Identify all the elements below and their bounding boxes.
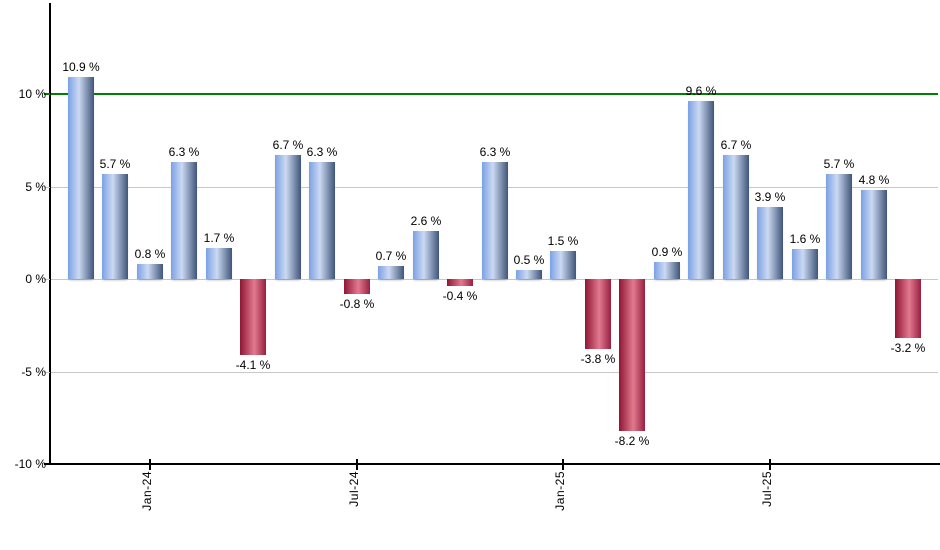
bar-value-label-16: -8.2 % [614, 434, 650, 448]
bar-24 [895, 279, 921, 338]
bar-4 [206, 248, 232, 279]
bar-17 [654, 262, 680, 279]
y-axis-line [49, 3, 51, 465]
bar-11 [447, 279, 473, 286]
bar-value-label-11: -0.4 % [442, 289, 478, 303]
bar-16 [619, 279, 645, 431]
bar-10 [413, 231, 439, 279]
y-axis-tick-10 [44, 93, 50, 95]
bar-22 [826, 174, 852, 279]
bar-value-label-21: 1.6 % [789, 232, 821, 246]
x-axis-label-Jul-25: Jul-25 [760, 471, 774, 507]
bar-value-label-0: 10.9 % [62, 60, 100, 74]
y-axis-tick-0 [44, 279, 50, 280]
bar-value-label-18: 9.6 % [685, 84, 717, 98]
bar-value-label-22: 5.7 % [823, 157, 855, 171]
x-axis-label-Jan-25: Jan-25 [553, 471, 567, 511]
bar-value-label-4: 1.7 % [203, 231, 235, 245]
gridline-0pct [50, 279, 938, 280]
gridline--5pct [50, 372, 938, 373]
bar-13 [516, 270, 542, 279]
bar-value-label-9: 0.7 % [375, 249, 407, 263]
x-axis-tick-Jul-24 [356, 459, 358, 470]
y-axis-label-10: 10 % [18, 87, 46, 101]
x-axis-tick-Jul-25 [769, 459, 771, 470]
bar-value-label-14: 1.5 % [547, 234, 579, 248]
bar-value-label-15: -3.8 % [580, 352, 616, 366]
bar-21 [792, 249, 818, 279]
bar-value-label-12: 6.3 % [479, 145, 511, 159]
bar-8 [344, 279, 370, 294]
bar-3 [171, 162, 197, 279]
bar-5 [240, 279, 266, 355]
y-axis-tick--5 [44, 372, 50, 373]
reference-line-10pct [50, 93, 938, 95]
bar-1 [102, 174, 128, 279]
bar-value-label-13: 0.5 % [513, 253, 545, 267]
bar-0 [68, 77, 94, 279]
bar-value-label-3: 6.3 % [168, 145, 200, 159]
x-axis-tick-Jan-25 [562, 459, 564, 470]
bar-6 [275, 155, 301, 279]
bar-12 [482, 162, 508, 279]
bar-value-label-19: 6.7 % [720, 138, 752, 152]
bar-value-label-6: 6.7 % [272, 138, 304, 152]
bar-value-label-8: -0.8 % [339, 297, 375, 311]
y-axis-label-0: 0 % [25, 272, 46, 286]
x-axis-label-Jul-24: Jul-24 [347, 471, 361, 507]
bar-18 [688, 101, 714, 279]
bar-9 [378, 266, 404, 279]
bar-value-label-20: 3.9 % [754, 190, 786, 204]
x-axis-label-Jan-24: Jan-24 [140, 471, 154, 511]
bar-2 [137, 264, 163, 279]
y-axis-label-5: 5 % [25, 180, 46, 194]
plot-top-border [50, 3, 940, 5]
y-axis-label--5: -5 % [21, 365, 46, 379]
bar-19 [723, 155, 749, 279]
x-axis-line [50, 463, 940, 465]
bar-value-label-23: 4.8 % [858, 173, 890, 187]
bar-value-label-5: -4.1 % [235, 358, 271, 372]
x-axis-tick-Jan-24 [149, 459, 151, 470]
bar-value-label-7: 6.3 % [306, 145, 338, 159]
bar-value-label-24: -3.2 % [890, 341, 926, 355]
bar-7 [309, 162, 335, 279]
bar-value-label-2: 0.8 % [134, 247, 166, 261]
bar-14 [550, 251, 576, 279]
bar-23 [861, 190, 887, 279]
y-axis-tick-5 [44, 187, 50, 188]
bar-20 [757, 207, 783, 279]
bar-15 [585, 279, 611, 349]
bar-value-label-10: 2.6 % [410, 214, 442, 228]
y-axis-label--10: -10 % [14, 457, 46, 471]
y-axis-tick--10 [44, 463, 50, 465]
bar-value-label-1: 5.7 % [99, 157, 131, 171]
bar-value-label-17: 0.9 % [651, 245, 683, 259]
